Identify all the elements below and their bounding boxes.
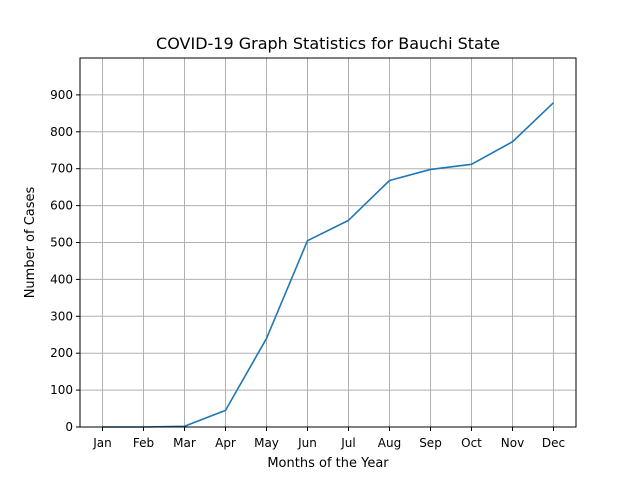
series-layer: [102, 102, 555, 428]
y-tick-label: 200: [50, 346, 73, 360]
y-axis-label: Number of Cases: [23, 186, 38, 298]
x-tick-label: May: [254, 436, 279, 450]
y-axis: 0 100 200 300 400 500 600 700 800 900: [50, 88, 80, 434]
y-tick-label: 500: [50, 236, 73, 250]
x-tick-label: Jan: [92, 436, 112, 450]
x-tick-label: Jul: [340, 436, 355, 450]
x-tick-label: Apr: [215, 436, 236, 450]
x-tick-label: Nov: [501, 436, 524, 450]
y-tick-label: 0: [65, 420, 73, 434]
x-axis-label: Months of the Year: [267, 456, 389, 471]
y-tick-label: 700: [50, 162, 73, 176]
series-line: [102, 102, 555, 428]
x-tick-label: Feb: [133, 436, 154, 450]
y-tick-label: 600: [50, 199, 73, 213]
chart-title: COVID-19 Graph Statistics for Bauchi Sta…: [156, 34, 500, 53]
y-tick-label: 300: [50, 309, 73, 323]
y-tick-label: 900: [50, 88, 73, 102]
x-tick-label: Aug: [378, 436, 401, 450]
y-tick-label: 100: [50, 383, 73, 397]
y-tick-label: 400: [50, 272, 73, 286]
x-tick-label: Mar: [173, 436, 196, 450]
y-tick-label: 800: [50, 125, 73, 139]
x-tick-label: Jun: [297, 436, 317, 450]
x-axis: Jan Feb Mar Apr May Jun Jul Aug Sep Oct Nov Dec: [92, 427, 565, 450]
x-tick-label: Sep: [419, 436, 442, 450]
x-tick-label: Dec: [542, 436, 565, 450]
x-tick-label: Oct: [461, 436, 482, 450]
gridlines: [80, 58, 576, 428]
